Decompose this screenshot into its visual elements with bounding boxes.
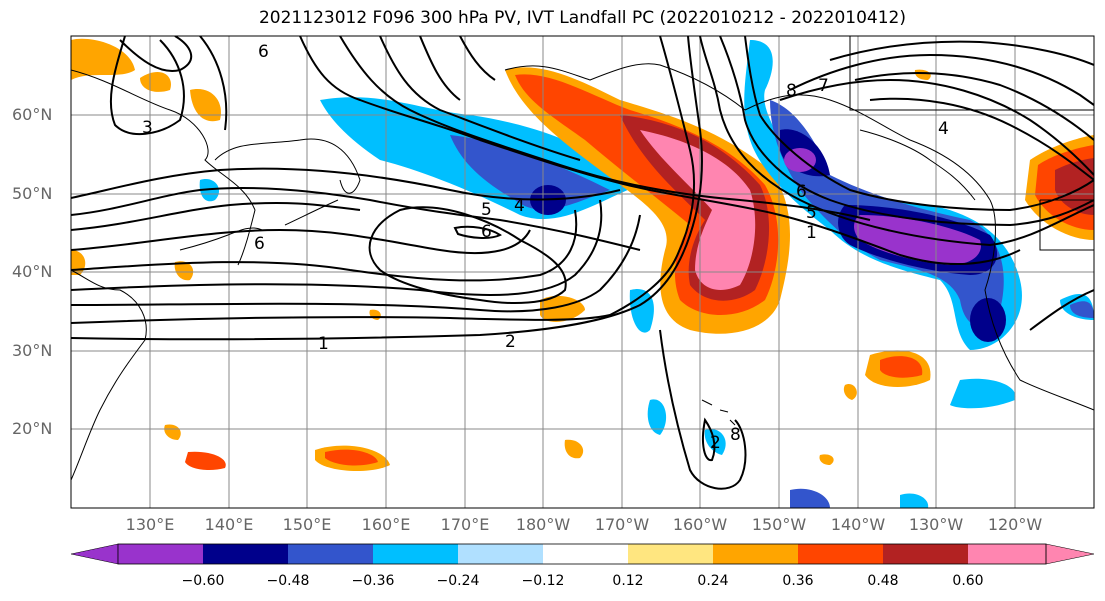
- contour-label: 1: [318, 334, 329, 354]
- colorbar-cell: [883, 544, 968, 564]
- map-title: 2021123012 F096 300 hPa PV, IVT Landfall…: [258, 8, 906, 28]
- colorbar-cell: [713, 544, 798, 564]
- contour-label: 4: [514, 196, 525, 216]
- contour-label: 5: [481, 200, 492, 220]
- contour-label: 6: [796, 182, 807, 202]
- lon-label: 160°E: [361, 515, 411, 534]
- lon-label: 120°W: [987, 515, 1043, 534]
- contour-label: 6: [254, 234, 265, 254]
- lon-label: 170°E: [440, 515, 490, 534]
- graticule: [71, 36, 1094, 508]
- lon-label: 150°E: [282, 515, 332, 534]
- contour-label: 1: [806, 223, 817, 243]
- contour-label: 5: [806, 203, 817, 223]
- colorbar-cell: [628, 544, 713, 564]
- colorbar-cell: [288, 544, 373, 564]
- colorbar-tick: −0.48: [266, 573, 310, 589]
- contour-label: 3: [142, 118, 153, 138]
- contour-label: 6: [481, 222, 492, 242]
- contour-label-group: 6 3 6 5 4 6 1 2 8 7 4 6 5 1 2 8: [142, 42, 949, 453]
- colorbar-tick: 0.60: [952, 573, 984, 589]
- lat-label: 60°N: [12, 105, 53, 124]
- contour-label: 7: [818, 76, 829, 96]
- colorbar-tick: 0.12: [612, 573, 644, 589]
- colorbar-tick: −0.36: [351, 573, 395, 589]
- colorbar-extend-high: [1045, 543, 1095, 565]
- lat-label: 30°N: [12, 341, 53, 360]
- colorbar-tick: −0.24: [436, 573, 480, 589]
- lon-label: 170°W: [594, 515, 650, 534]
- lat-label: 20°N: [12, 419, 53, 438]
- lon-label: 140°W: [830, 515, 886, 534]
- lon-label: 150°W: [751, 515, 807, 534]
- colorbar-tick: 0.48: [867, 573, 899, 589]
- colorbar-cell: [543, 544, 628, 564]
- lon-label: 160°W: [672, 515, 728, 534]
- contour-label: 4: [938, 119, 949, 139]
- contour-label: 8: [730, 425, 741, 445]
- contour-label: 6: [258, 42, 269, 62]
- colorbar-tick: −0.12: [521, 573, 565, 589]
- colorbar-tick: −0.60: [181, 573, 225, 589]
- lon-label: 140°E: [204, 515, 254, 534]
- colorbar-cell: [458, 544, 543, 564]
- contour-label: 8: [786, 81, 797, 101]
- colorbar-extend-low: [70, 543, 119, 565]
- pv-shading: [71, 38, 1094, 508]
- colorbar-cell: [798, 544, 883, 564]
- ivt-contours: [71, 36, 1094, 490]
- lat-label: 40°N: [12, 262, 53, 281]
- lon-label: 130°W: [908, 515, 964, 534]
- colorbar-cell: [968, 544, 1046, 564]
- contour-label: 2: [505, 332, 516, 352]
- coastlines: [71, 36, 1094, 481]
- lon-label: 130°E: [125, 515, 175, 534]
- map-frame: [70, 35, 1095, 509]
- colorbar-tick: 0.24: [697, 573, 729, 589]
- colorbar: [70, 543, 1095, 565]
- colorbar-tick: 0.36: [782, 573, 814, 589]
- contour-label: 2: [710, 433, 721, 453]
- colorbar-cell: [118, 544, 203, 564]
- lon-label: 180°W: [515, 515, 571, 534]
- colorbar-cell: [203, 544, 288, 564]
- colorbar-cell: [373, 544, 458, 564]
- lat-label: 50°N: [12, 184, 53, 203]
